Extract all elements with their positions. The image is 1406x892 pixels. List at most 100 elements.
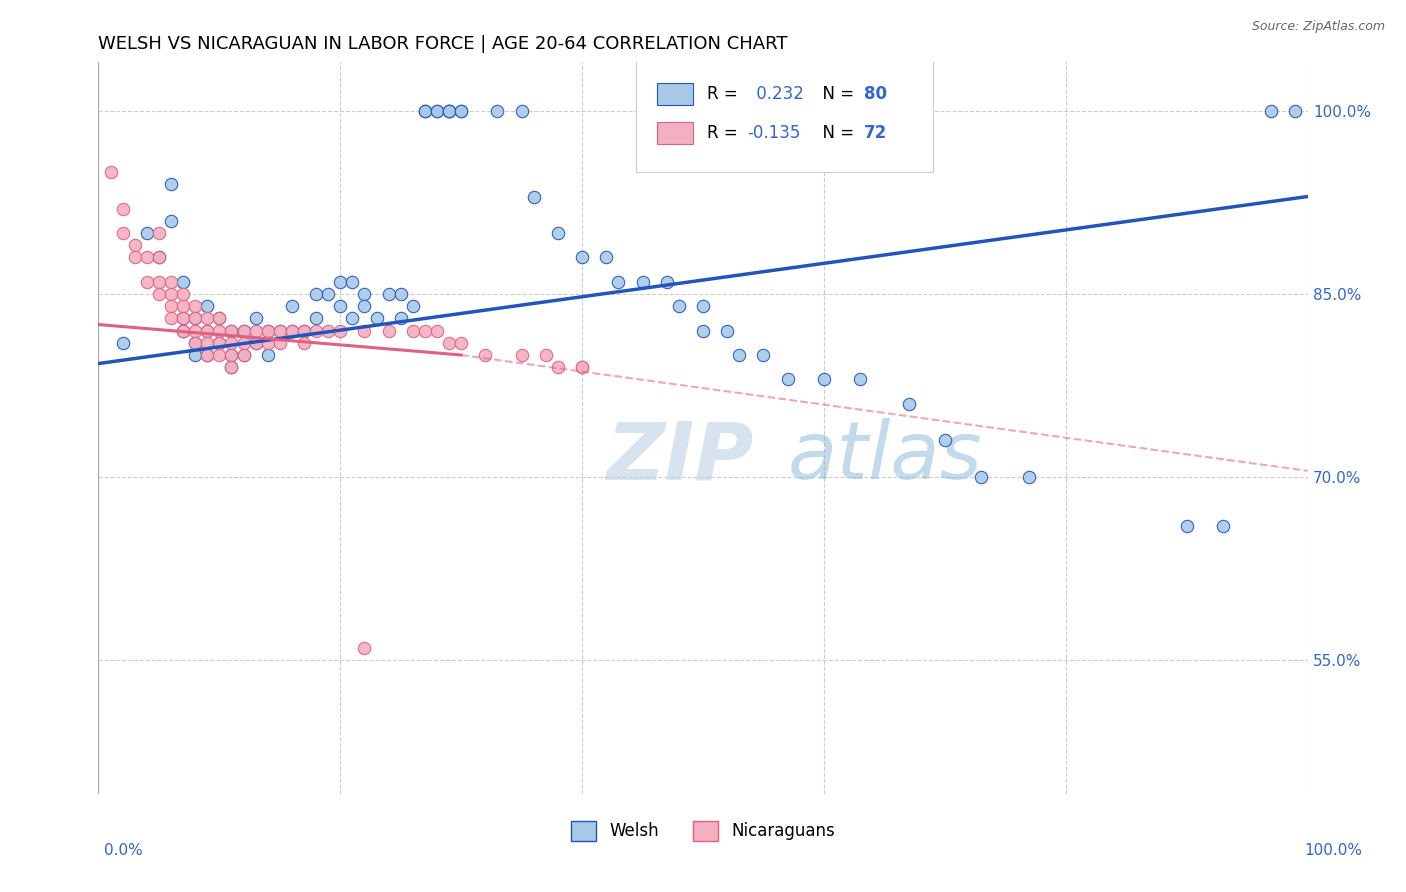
Point: [437, 104, 460, 119]
Point: [148, 251, 170, 265]
Point: [281, 324, 304, 338]
Text: 80: 80: [863, 85, 887, 103]
Point: [172, 275, 194, 289]
Point: [534, 348, 557, 362]
Point: [595, 251, 617, 265]
Point: [148, 275, 170, 289]
Text: N =: N =: [811, 124, 859, 143]
Point: [292, 335, 315, 350]
Point: [571, 360, 593, 375]
Point: [668, 299, 690, 313]
Point: [221, 348, 243, 362]
Point: [523, 189, 546, 203]
Point: [148, 287, 170, 301]
Point: [389, 311, 412, 326]
Point: [195, 348, 218, 362]
Point: [208, 324, 231, 338]
Text: WELSH VS NICARAGUAN IN LABOR FORCE | AGE 20-64 CORRELATION CHART: WELSH VS NICARAGUAN IN LABOR FORCE | AGE…: [98, 35, 787, 53]
Point: [437, 104, 460, 119]
Point: [402, 299, 425, 313]
Point: [413, 104, 436, 119]
Point: [124, 238, 146, 252]
Point: [172, 287, 194, 301]
FancyBboxPatch shape: [657, 122, 693, 145]
Point: [184, 335, 207, 350]
Text: atlas: atlas: [787, 418, 983, 497]
Point: [450, 104, 472, 119]
Point: [329, 324, 352, 338]
Point: [353, 324, 375, 338]
Text: -0.135: -0.135: [748, 124, 801, 143]
Point: [195, 299, 218, 313]
Point: [245, 335, 267, 350]
Point: [934, 434, 956, 448]
Point: [437, 104, 460, 119]
Text: N =: N =: [811, 85, 859, 103]
Point: [256, 335, 278, 350]
Point: [160, 214, 183, 228]
Point: [135, 226, 157, 240]
Point: [172, 299, 194, 313]
Point: [402, 324, 425, 338]
Text: R =: R =: [707, 85, 742, 103]
Point: [426, 324, 449, 338]
Point: [135, 275, 157, 289]
Point: [269, 324, 291, 338]
Point: [184, 311, 207, 326]
Point: [184, 311, 207, 326]
Point: [437, 335, 460, 350]
Point: [631, 275, 654, 289]
FancyBboxPatch shape: [637, 59, 932, 172]
Text: R =: R =: [707, 124, 742, 143]
Point: [281, 299, 304, 313]
Text: Source: ZipAtlas.com: Source: ZipAtlas.com: [1251, 20, 1385, 33]
Point: [607, 275, 630, 289]
Point: [221, 324, 243, 338]
Point: [208, 348, 231, 362]
Point: [148, 226, 170, 240]
Point: [172, 311, 194, 326]
Point: [728, 348, 751, 362]
Point: [256, 348, 278, 362]
Point: [510, 104, 533, 119]
Point: [426, 104, 449, 119]
Point: [342, 311, 364, 326]
Point: [111, 335, 134, 350]
Point: [716, 324, 738, 338]
Point: [232, 348, 254, 362]
Point: [776, 372, 799, 386]
Point: [329, 299, 352, 313]
Point: [413, 104, 436, 119]
Point: [547, 360, 569, 375]
Point: [160, 287, 183, 301]
Point: [269, 335, 291, 350]
Point: [111, 226, 134, 240]
Point: [221, 360, 243, 375]
Text: 0.0%: 0.0%: [104, 843, 143, 858]
Point: [135, 251, 157, 265]
Text: 72: 72: [863, 124, 887, 143]
Point: [195, 324, 218, 338]
Point: [366, 311, 388, 326]
Point: [148, 251, 170, 265]
Point: [329, 275, 352, 289]
Point: [221, 360, 243, 375]
Point: [195, 335, 218, 350]
Point: [256, 324, 278, 338]
Point: [571, 360, 593, 375]
Point: [195, 311, 218, 326]
Text: 0.232: 0.232: [751, 85, 804, 103]
Text: ZIP: ZIP: [606, 418, 754, 497]
Point: [184, 348, 207, 362]
Point: [377, 324, 399, 338]
Point: [256, 324, 278, 338]
Point: [208, 311, 231, 326]
Point: [1175, 518, 1198, 533]
Legend: Welsh, Nicaraguans: Welsh, Nicaraguans: [565, 814, 841, 847]
Point: [849, 372, 872, 386]
Point: [426, 104, 449, 119]
Point: [195, 324, 218, 338]
Point: [692, 324, 714, 338]
Point: [571, 251, 593, 265]
Point: [1212, 518, 1234, 533]
